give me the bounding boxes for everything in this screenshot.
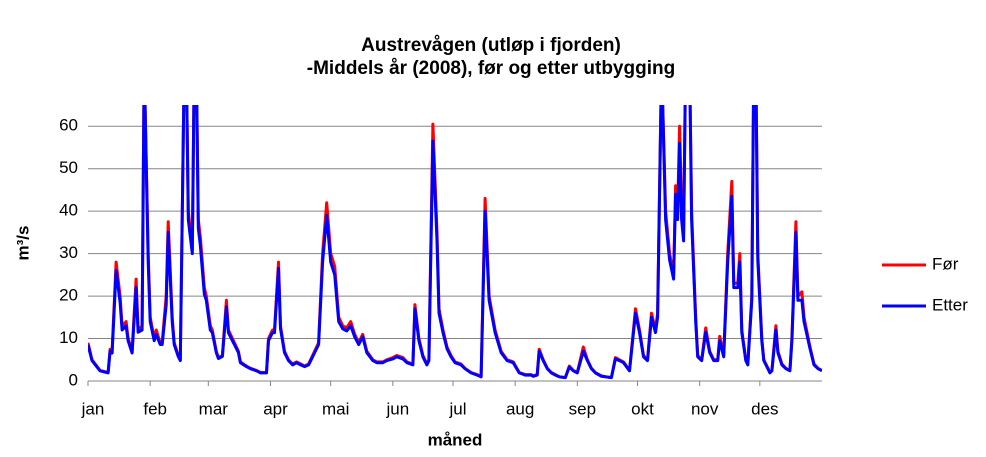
y-tick-label: 20 bbox=[59, 286, 78, 305]
x-tick-label: sep bbox=[569, 399, 596, 418]
x-tick-label: mar bbox=[199, 399, 229, 418]
y-tick-label: 60 bbox=[59, 116, 78, 135]
y-tick-label: 40 bbox=[59, 201, 78, 220]
chart-title: Austrevågen (utløp i fjorden) bbox=[361, 35, 621, 56]
grid bbox=[87, 125, 822, 386]
x-tick-label: jul bbox=[448, 399, 466, 418]
y-tick-label: 0 bbox=[69, 370, 78, 389]
plot-lines bbox=[88, 105, 822, 380]
x-tick-label: des bbox=[751, 399, 778, 418]
x-tick-label: jun bbox=[385, 399, 409, 418]
x-axis-label: måned bbox=[428, 430, 483, 449]
y-tick-label: 30 bbox=[59, 243, 78, 262]
x-tick-label: mai bbox=[322, 399, 349, 418]
y-tick-label: 10 bbox=[59, 328, 78, 347]
legend-label: Etter bbox=[932, 295, 968, 314]
x-tick-label: okt bbox=[631, 399, 654, 418]
series-line bbox=[88, 105, 822, 380]
chart-subtitle: -Middels år (2008), før og etter utbyggi… bbox=[307, 58, 675, 79]
x-tick-label: aug bbox=[506, 399, 534, 418]
y-axis-label: m³/s bbox=[13, 226, 32, 261]
x-tick-label: feb bbox=[143, 399, 167, 418]
x-tick-label: nov bbox=[691, 399, 719, 418]
x-tick-label: jan bbox=[81, 399, 105, 418]
legend-label: Før bbox=[932, 254, 959, 273]
y-tick-label: 50 bbox=[59, 158, 78, 177]
x-tick-label: apr bbox=[263, 399, 288, 418]
